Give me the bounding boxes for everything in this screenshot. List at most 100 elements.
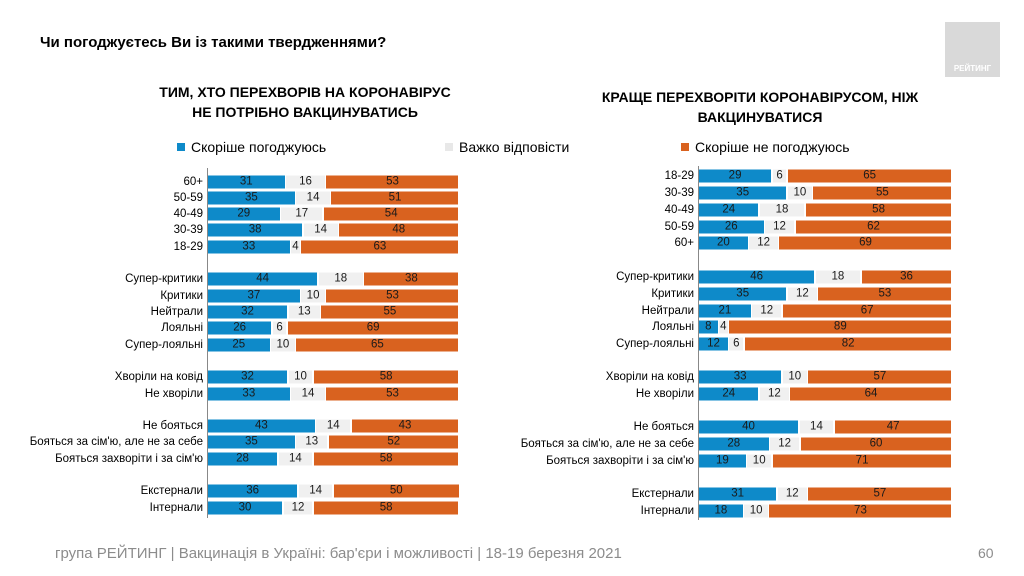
bar-agree: 31 <box>699 487 777 501</box>
right-title-line-2: ВАКЦИНУВАТИСЯ <box>697 109 823 125</box>
bar-disagree: 73 <box>769 504 952 518</box>
bar-agree: 28 <box>699 437 769 451</box>
category-label: Бояться за сім'ю, але не за себе <box>520 438 694 450</box>
bar-agree: 32 <box>208 305 288 319</box>
bar-agree: 33 <box>699 370 782 384</box>
category-label: 18-29 <box>664 170 694 182</box>
bar-agree: 12 <box>699 337 728 351</box>
bar-disagree: 60 <box>800 437 952 451</box>
bar-hard: 18 <box>318 272 363 286</box>
bar-hard: 16 <box>286 175 325 189</box>
bar-hard: 14 <box>278 452 313 466</box>
chart-0-axis <box>207 168 208 518</box>
category-label: Бояться за сім'ю, але не за себе <box>29 436 203 448</box>
bar-disagree: 53 <box>326 289 459 303</box>
bar-hard: 4 <box>719 320 728 334</box>
bar-disagree: 52 <box>328 435 459 449</box>
bar-disagree: 48 <box>339 223 459 237</box>
category-label: Лояльні <box>161 322 203 334</box>
left-title-line-2: НЕ ПОТРІБНО ВАКЦИНУВАТИСЬ <box>192 104 418 120</box>
category-label: Нейтрали <box>641 305 694 317</box>
bar-agree: 30 <box>208 501 283 515</box>
bar-disagree: 82 <box>744 337 952 351</box>
bar-agree: 40 <box>699 420 799 434</box>
bar-disagree: 55 <box>813 186 952 200</box>
bar-hard: 4 <box>291 240 300 254</box>
category-label: Нейтрали <box>150 306 203 318</box>
bar-hard: 12 <box>752 304 782 318</box>
bar-disagree: 65 <box>787 169 952 183</box>
bar-disagree: 64 <box>790 387 952 401</box>
legend-hard-swatch <box>445 143 453 151</box>
legend-agree-label: Скоріше погоджуюсь <box>191 139 327 155</box>
legend-hard: Важко відповісти <box>445 139 569 155</box>
bar-disagree: 71 <box>772 454 952 468</box>
category-label: 60+ <box>674 237 694 249</box>
chart-1-axis <box>698 166 699 520</box>
bar-agree: 24 <box>699 203 759 217</box>
category-label: 60+ <box>183 176 203 188</box>
legend-disagree: Скоріше не погоджуюсь <box>681 139 850 155</box>
bar-hard: 14 <box>303 223 338 237</box>
bar-agree: 26 <box>208 321 272 335</box>
category-label: Бояться захворіти і за сім'ю <box>546 455 694 467</box>
category-label: 50-59 <box>173 192 203 204</box>
bar-disagree: 51 <box>331 191 459 205</box>
bar-disagree: 57 <box>808 370 952 384</box>
bar-hard: 14 <box>799 420 834 434</box>
bar-hard: 13 <box>288 305 320 319</box>
bar-disagree: 54 <box>323 207 459 221</box>
page-number: 60 <box>978 545 994 561</box>
bar-agree: 24 <box>699 387 759 401</box>
bar-hard: 10 <box>782 370 807 384</box>
category-label: Супер-критики <box>125 273 203 285</box>
bar-agree: 29 <box>208 207 280 221</box>
right-title-line-1: КРАЩЕ ПЕРЕХВОРІТИ КОРОНАВІРУСОМ, НІЖ <box>601 89 919 105</box>
bar-disagree: 38 <box>364 272 459 286</box>
bar-agree: 28 <box>208 452 278 466</box>
category-label: Супер-лояльні <box>125 339 203 351</box>
left-title-line-1: ТИМ, ХТО ПЕРЕХВОРІВ НА КОРОНАВІРУС <box>159 84 451 100</box>
bar-hard: 14 <box>316 419 351 433</box>
bar-hard: 12 <box>759 387 789 401</box>
bar-disagree: 62 <box>795 220 952 234</box>
logo-text: РЕЙТИНГ <box>953 64 992 73</box>
category-label: 30-39 <box>664 187 694 199</box>
bar-hard: 10 <box>744 504 768 518</box>
bar-hard: 12 <box>765 220 794 234</box>
left-chart-title: ТИМ, ХТО ПЕРЕХВОРІВ НА КОРОНАВІРУС НЕ ПО… <box>140 82 470 122</box>
category-label: 30-39 <box>173 224 203 236</box>
bar-hard: 10 <box>271 338 295 352</box>
bar-disagree: 55 <box>321 305 459 319</box>
right-chart-title: КРАЩЕ ПЕРЕХВОРІТИ КОРОНАВІРУСОМ, НІЖ ВАК… <box>575 87 945 127</box>
category-label: Інтернали <box>149 502 203 514</box>
bar-hard: 12 <box>749 236 778 250</box>
bar-hard: 14 <box>298 484 333 498</box>
category-label: Хворіли на ковід <box>114 371 203 383</box>
bar-disagree: 69 <box>779 236 952 250</box>
category-label: Не бояться <box>633 421 694 433</box>
category-label: Супер-критики <box>616 271 694 283</box>
bar-agree: 43 <box>208 419 315 433</box>
bar-disagree: 58 <box>313 370 459 384</box>
bar-agree: 21 <box>699 304 751 318</box>
bar-agree: 33 <box>208 240 290 254</box>
bar-disagree: 43 <box>351 419 459 433</box>
bar-agree: 18 <box>699 504 743 518</box>
bar-hard: 6 <box>729 337 744 351</box>
legend-agree-swatch <box>177 143 185 151</box>
category-label: Критики <box>160 290 203 302</box>
legend-disagree-swatch <box>681 143 689 151</box>
bar-agree: 35 <box>699 287 787 301</box>
category-label: Екстернали <box>631 488 694 500</box>
category-label: Хворіли на ковід <box>605 371 694 383</box>
bar-hard: 6 <box>272 321 287 335</box>
bar-hard: 12 <box>283 501 313 515</box>
bar-disagree: 65 <box>296 338 459 352</box>
legend-hard-label: Важко відповісти <box>459 139 570 155</box>
bar-hard: 12 <box>777 487 807 501</box>
bar-agree: 35 <box>699 186 787 200</box>
bar-hard: 6 <box>772 169 787 183</box>
bar-agree: 46 <box>699 270 815 284</box>
bar-agree: 35 <box>208 435 295 449</box>
